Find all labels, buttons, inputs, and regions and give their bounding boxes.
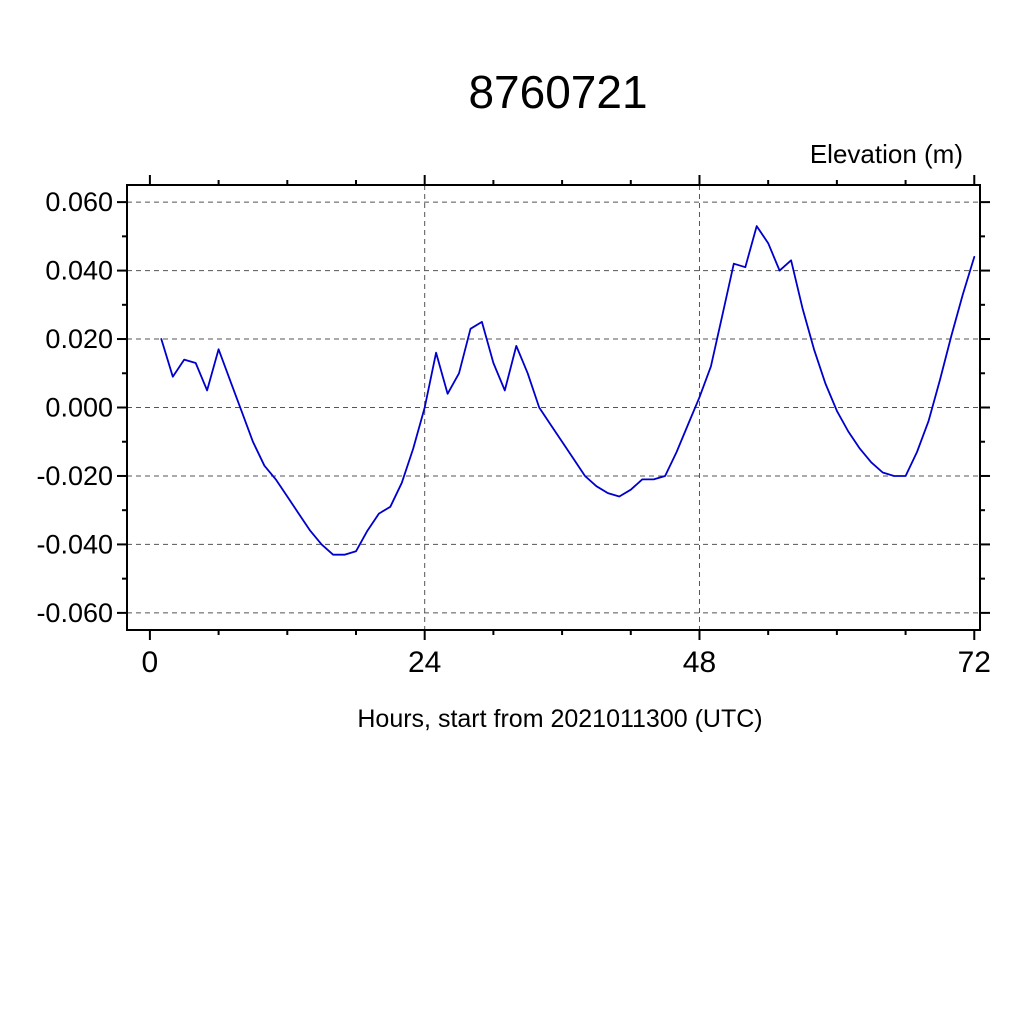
x-tick-label: 72 (958, 646, 991, 679)
y-tick-label: -0.020 (36, 461, 113, 491)
x-axis-label: Hours, start from 2021011300 (UTC) (357, 705, 762, 733)
elevation-line (160, 225, 976, 556)
y-tick-label: -0.040 (36, 529, 113, 559)
chart-title: 8760721 (468, 66, 647, 118)
y-tick-label: 0.040 (45, 256, 113, 286)
y-axis-unit-label: Elevation (m) (810, 139, 963, 169)
axis-tick-labels: 0 24 48 72 0.060 0.040 0.020 0.000 -0.020 -0.040 -… (36, 187, 991, 679)
plot-border (126, 184, 981, 631)
x-tick-label: 48 (683, 646, 716, 679)
y-tick-label: 0.000 (45, 393, 113, 423)
gridlines (127, 185, 980, 630)
x-tick-label: 0 (142, 646, 159, 679)
y-tick-label: -0.060 (36, 598, 113, 628)
y-tick-label: 0.020 (45, 324, 113, 354)
y-tick-label: 0.060 (45, 187, 113, 217)
x-tick-label: 24 (408, 646, 441, 679)
